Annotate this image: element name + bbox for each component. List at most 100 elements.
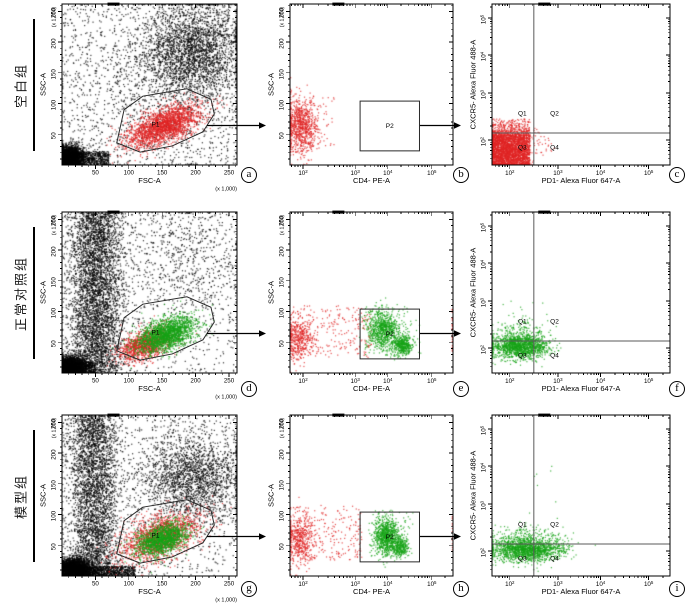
svg-text:Q3: Q3	[518, 352, 527, 359]
gate-p1: P1	[116, 499, 215, 564]
svg-text:200: 200	[190, 378, 201, 385]
svg-text:(x 1,000): (x 1,000)	[215, 187, 237, 193]
svg-text:100: 100	[51, 99, 58, 110]
svg-text:SSC-A: SSC-A	[267, 484, 276, 507]
svg-text:102: 102	[479, 344, 487, 354]
svg-text:(x 1,000): (x 1,000)	[52, 6, 58, 27]
svg-text:(x 1,000): (x 1,000)	[215, 598, 237, 604]
panel-letter-f: f	[669, 381, 685, 397]
svg-text:250: 250	[224, 378, 235, 385]
svg-text:50: 50	[51, 340, 58, 347]
axis-ticks	[58, 415, 237, 580]
quadrant-gate: Q1 Q2 Q3 Q4	[492, 4, 670, 165]
svg-text:150: 150	[279, 480, 286, 491]
svg-text:100: 100	[51, 510, 58, 521]
svg-text:FSC-A: FSC-A	[138, 384, 161, 393]
svg-text:P2: P2	[386, 534, 394, 541]
panel-letter-i: i	[669, 581, 685, 597]
axis-ticks	[286, 4, 453, 169]
svg-text:150: 150	[279, 69, 286, 80]
svg-text:100: 100	[124, 581, 135, 588]
panel-c: Q1 Q2 Q3 Q4 102 103 104 105 102 103 104 105 PD1- Ale…	[469, 2, 671, 185]
svg-text:250: 250	[279, 418, 286, 429]
top-edge-mark	[538, 413, 551, 417]
plot-frame	[61, 3, 238, 166]
svg-text:250: 250	[279, 215, 286, 226]
svg-text:150: 150	[157, 170, 168, 177]
svg-text:50: 50	[279, 132, 286, 139]
quadrant-gate: Q1 Q2 Q3 Q4	[492, 415, 670, 576]
svg-text:100: 100	[279, 99, 286, 110]
svg-text:Q1: Q1	[518, 111, 527, 118]
svg-text:104: 104	[383, 169, 393, 177]
svg-text:P2: P2	[386, 331, 394, 338]
svg-text:250: 250	[51, 418, 58, 429]
axis-ticks	[488, 415, 670, 580]
svg-text:103: 103	[351, 169, 361, 177]
panel-letter-e: e	[453, 381, 469, 397]
svg-text:50: 50	[92, 378, 99, 385]
svg-text:102: 102	[505, 580, 515, 588]
svg-text:105: 105	[479, 425, 487, 435]
svg-text:(x 1,000): (x 1,000)	[280, 214, 286, 235]
svg-text:(x 1,000): (x 1,000)	[52, 214, 58, 235]
svg-text:104: 104	[596, 169, 606, 177]
panel-e: 102 103 104 105 50 100 150 200 250 CD4- PE-A SSC-A…	[267, 210, 454, 393]
svg-text:102: 102	[505, 377, 515, 385]
panel-a: 50 100 150 200 250 50 100 150 200 250 FSC-A (x 1,00…	[39, 2, 238, 193]
svg-text:103: 103	[479, 500, 487, 510]
svg-text:105: 105	[644, 580, 654, 588]
svg-text:102: 102	[298, 580, 308, 588]
axis-ticks	[488, 4, 670, 169]
svg-text:Q4: Q4	[550, 352, 559, 359]
panel-h: 102 103 104 105 50 100 150 200 250 CD4- PE-A SSC-A…	[267, 413, 454, 596]
panel-letter-b: b	[453, 167, 469, 183]
svg-text:Q2: Q2	[550, 522, 559, 529]
svg-text:Q2: Q2	[550, 111, 559, 118]
svg-text:102: 102	[479, 136, 487, 146]
svg-text:SSC-A: SSC-A	[267, 73, 276, 96]
axis-ticks	[58, 212, 237, 377]
svg-text:200: 200	[51, 449, 58, 460]
svg-text:P1: P1	[152, 121, 160, 128]
gate-p1: P1	[116, 88, 215, 153]
p2-to-quadrant-arrow	[420, 122, 461, 129]
panel-letter-d: d	[241, 381, 257, 397]
svg-text:105: 105	[427, 580, 437, 588]
svg-text:Q3: Q3	[518, 144, 527, 151]
svg-text:250: 250	[224, 170, 235, 177]
gate-p2: P2	[359, 308, 420, 360]
svg-text:102: 102	[298, 377, 308, 385]
axis-ticks	[286, 212, 453, 377]
svg-text:105: 105	[479, 222, 487, 232]
svg-text:150: 150	[157, 581, 168, 588]
svg-text:200: 200	[51, 38, 58, 49]
gate-to-cd4-arrow	[207, 533, 266, 540]
svg-text:P1: P1	[152, 329, 160, 336]
svg-text:102: 102	[505, 169, 515, 177]
svg-text:102: 102	[479, 547, 487, 557]
gate-p2: P2	[359, 511, 420, 563]
svg-text:105: 105	[427, 169, 437, 177]
svg-text:150: 150	[51, 277, 58, 288]
svg-text:CD4- PE-A: CD4- PE-A	[353, 587, 390, 596]
panel-letter-g: g	[241, 581, 257, 597]
svg-text:PD1- Alexa Fluor 647-A: PD1- Alexa Fluor 647-A	[542, 384, 621, 393]
svg-text:200: 200	[190, 170, 201, 177]
gate-to-cd4-arrow	[207, 122, 266, 129]
svg-text:PD1- Alexa Fluor 647-A: PD1- Alexa Fluor 647-A	[542, 176, 621, 185]
top-edge-mark	[538, 210, 551, 214]
quadrant-gate: Q1 Q2 Q3 Q4	[492, 212, 670, 373]
plot-frame	[289, 3, 454, 166]
svg-text:100: 100	[124, 378, 135, 385]
panel-letter-a: a	[241, 167, 257, 183]
svg-text:103: 103	[479, 89, 487, 99]
svg-text:CD4- PE-A: CD4- PE-A	[353, 384, 390, 393]
top-edge-mark	[332, 413, 345, 417]
panel-i: Q1 Q2 Q3 Q4 102 103 104 105 102 103 104 105 PD1- Ale…	[469, 413, 671, 596]
svg-text:SSC-A: SSC-A	[39, 281, 48, 304]
svg-text:Q4: Q4	[550, 555, 559, 562]
plot-frame	[491, 211, 671, 374]
